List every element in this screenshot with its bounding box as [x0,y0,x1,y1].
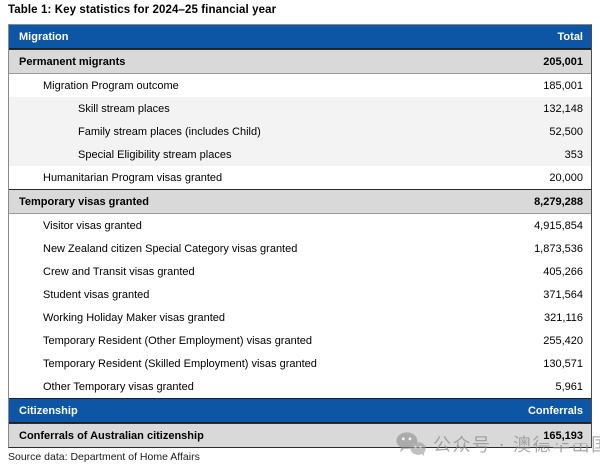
row-label: Migration [19,30,69,43]
row-label: Citizenship [19,404,78,417]
row-label: Conferrals of Australian citizenship [19,429,204,442]
row-value: 205,001 [539,54,591,69]
row-label: Other Temporary visas granted [43,380,194,393]
row-value: 405,266 [543,265,583,278]
table-row: Humanitarian Program visas granted 20,000 [9,166,591,189]
row-value: 4,915,854 [534,219,583,232]
row-label: Humanitarian Program visas granted [43,171,223,184]
table-row: Conferrals of Australian citizenship 165,… [9,423,591,447]
row-value: Total [553,29,591,44]
table-row: Special Eligibility stream places 353 [9,143,591,166]
table-row: Temporary visas granted 8,279,288 [9,189,591,214]
row-label: Working Holiday Maker visas granted [43,311,225,324]
row-value: Conferrals [523,403,591,418]
key-statistics-table: Migration Total Permanent migrants 205,001 M… [8,24,592,448]
row-label: Temporary Resident (Skilled Employment) … [43,357,317,370]
row-label: Student visas granted [43,288,150,301]
table-row: Student visas granted 371,564 [9,283,591,306]
page-title: Table 1: Key statistics for 2024–25 fina… [8,4,277,16]
table-row: Temporary Resident (Other Employment) vi… [9,329,591,352]
row-value: 371,564 [543,288,583,301]
row-value: 20,000 [549,171,583,184]
table-row: New Zealand citizen Special Category vis… [9,237,591,260]
row-label: Temporary Resident (Other Employment) vi… [43,334,312,347]
table-row: Visitor visas granted 4,915,854 [9,214,591,237]
row-value: 1,873,536 [534,242,583,255]
source-note: Source data: Department of Home Affairs [8,451,200,463]
row-value: 52,500 [545,124,591,139]
row-label: Special Eligibility stream places [78,148,232,161]
row-value: 8,279,288 [530,194,591,209]
table-row: Migration Program outcome 185,001 [9,74,591,97]
row-label: Permanent migrants [19,55,126,68]
row-value: 165,193 [539,428,591,443]
table-row: Temporary Resident (Skilled Employment) … [9,352,591,375]
table-row: Family stream places (includes Child) 52,… [9,120,591,143]
row-value: 321,116 [544,311,583,324]
row-label: Family stream places (includes Child) [78,125,261,138]
row-label: Temporary visas granted [19,195,150,208]
row-value: 5,961 [555,380,583,393]
row-label: Migration Program outcome [43,79,179,92]
table-row: Other Temporary visas granted 5,961 [9,375,591,398]
table-row: Working Holiday Maker visas granted 321,1… [9,306,591,329]
row-value: 185,001 [543,79,583,92]
row-label: Crew and Transit visas granted [43,265,195,278]
row-value: 132,148 [539,101,591,116]
table-row: Permanent migrants 205,001 [9,49,591,74]
row-label: Skill stream places [78,102,170,115]
table-header-row: Citizenship Conferrals [9,398,591,423]
row-value: 255,420 [543,334,583,347]
table-row: Crew and Transit visas granted 405,266 [9,260,591,283]
table-header-row: Migration Total [9,25,591,49]
row-label: Visitor visas granted [43,219,142,232]
row-label: New Zealand citizen Special Category vis… [43,242,298,255]
row-value: 130,571 [543,357,583,370]
row-value: 353 [560,147,591,162]
table-row: Skill stream places 132,148 [9,97,591,120]
